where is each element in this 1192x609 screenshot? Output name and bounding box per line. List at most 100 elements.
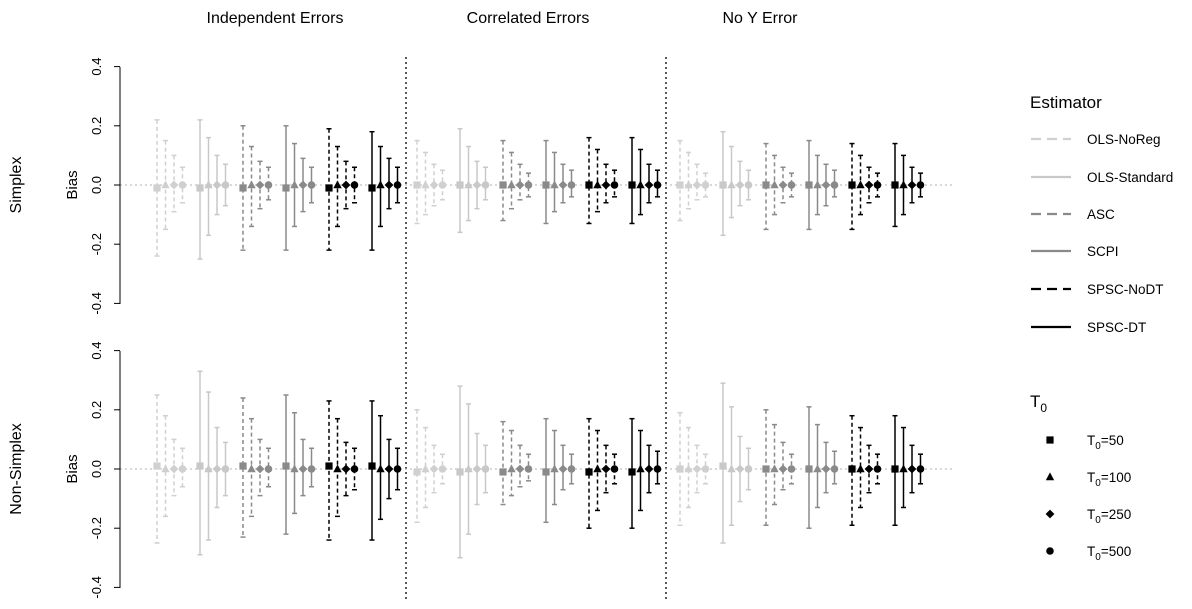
column-title: No Y Error: [723, 10, 799, 27]
y-tick-label: 0.4: [89, 342, 104, 360]
circle-marker: [178, 465, 187, 473]
circle-marker: [350, 181, 359, 189]
diamond-marker: [169, 464, 179, 474]
diamond-marker: [864, 464, 874, 474]
diamond-marker: [864, 180, 874, 190]
panel-non-simplex-2: [676, 382, 925, 544]
square-marker: [282, 184, 290, 192]
triangle-marker: [684, 464, 693, 473]
diamond-marker: [341, 464, 351, 474]
panel-simplex-0: [153, 119, 402, 260]
circle-marker: [873, 181, 882, 189]
triangle-marker: [464, 180, 473, 189]
t0-label-value: =50: [1101, 433, 1124, 448]
t0-label-subscript: 0: [1095, 478, 1101, 489]
column-title: Independent Errors: [207, 10, 344, 27]
row-label: Non-Simplex: [8, 423, 25, 515]
diamond-marker: [472, 464, 482, 474]
circle-marker: [264, 465, 273, 473]
triangle-marker: [376, 180, 385, 189]
square-marker: [153, 462, 161, 470]
circle-marker: [567, 465, 576, 473]
triangle-marker: [333, 464, 342, 473]
y-tick-label: -0.4: [89, 292, 104, 314]
circle-marker: [481, 465, 490, 473]
diamond-marker: [515, 464, 525, 474]
diamond-marker: [644, 464, 654, 474]
square-marker: [239, 184, 247, 192]
square-marker: [848, 181, 856, 189]
diamond-marker: [212, 464, 222, 474]
error-bars: [153, 119, 925, 559]
y-axis-label: Bias: [64, 454, 81, 483]
circle-marker: [1046, 547, 1054, 555]
circle-marker: [830, 181, 839, 189]
diamond-marker: [472, 180, 482, 190]
circle-marker: [610, 181, 619, 189]
y-tick-label: -0.2: [89, 233, 104, 255]
triangle-marker: [161, 464, 170, 473]
t0-label-subscript: 0: [1095, 441, 1101, 452]
t0-label-main: T: [1087, 433, 1095, 448]
diamond-marker: [558, 180, 568, 190]
circle-marker: [567, 181, 576, 189]
triangle-marker: [204, 464, 213, 473]
circle-marker: [916, 181, 925, 189]
triangle-marker: [593, 464, 602, 473]
square-marker: [1046, 436, 1054, 444]
triangle-marker: [727, 464, 736, 473]
square-marker: [848, 465, 856, 473]
circle-marker: [307, 465, 316, 473]
square-marker: [585, 468, 593, 476]
circle-marker: [744, 181, 753, 189]
square-marker: [891, 465, 899, 473]
triangle-marker: [507, 180, 516, 189]
t0-title-main: T: [1030, 392, 1040, 411]
square-marker: [585, 181, 593, 189]
diamond-marker: [692, 180, 702, 190]
diamond-marker: [1045, 509, 1055, 519]
legend-label: SPSC-NoDT: [1087, 282, 1164, 297]
circle-marker: [873, 465, 882, 473]
triangle-marker: [550, 180, 559, 189]
diamond-marker: [778, 464, 788, 474]
circle-marker: [438, 181, 447, 189]
diamond-marker: [255, 464, 265, 474]
t0-legend-label: T0=100: [1087, 470, 1131, 489]
circle-marker: [916, 465, 925, 473]
diamond-marker: [298, 180, 308, 190]
y-tick-label: 0.2: [89, 117, 104, 135]
t0-label-main: T: [1087, 544, 1095, 559]
circle-marker: [787, 465, 796, 473]
square-marker: [676, 465, 684, 473]
circle-marker: [221, 181, 230, 189]
square-marker: [719, 181, 727, 189]
circle-marker: [393, 181, 402, 189]
triangle-marker: [899, 464, 908, 473]
panel-frame: -0.4 -0.2 0.0 0.2 0.4 Bias -0.4 -0.2 0.0 0.2 0.4 Bi…: [64, 57, 952, 600]
square-marker: [368, 462, 376, 470]
triangle-marker: [813, 180, 822, 189]
triangle-marker: [636, 180, 645, 189]
square-marker: [239, 462, 247, 470]
panel-simplex-2: [676, 130, 925, 237]
diamond-marker: [429, 180, 439, 190]
legend-label: ASC: [1087, 207, 1115, 222]
circle-marker: [481, 181, 490, 189]
diamond-marker: [515, 180, 525, 190]
legend-label: OLS-Standard: [1087, 170, 1173, 185]
t0-legend-label: T0=50: [1087, 433, 1124, 452]
diamond-marker: [298, 464, 308, 474]
square-marker: [153, 184, 161, 192]
square-marker: [413, 468, 421, 476]
square-marker: [456, 181, 464, 189]
diamond-marker: [558, 464, 568, 474]
triangle-marker: [770, 464, 779, 473]
y-tick-label: -0.2: [89, 517, 104, 539]
panel-simplex-1: [413, 128, 662, 234]
t0-legend-label: T0=500: [1087, 544, 1131, 563]
square-marker: [628, 181, 636, 189]
triangle-marker: [204, 180, 213, 189]
diamond-marker: [907, 180, 917, 190]
